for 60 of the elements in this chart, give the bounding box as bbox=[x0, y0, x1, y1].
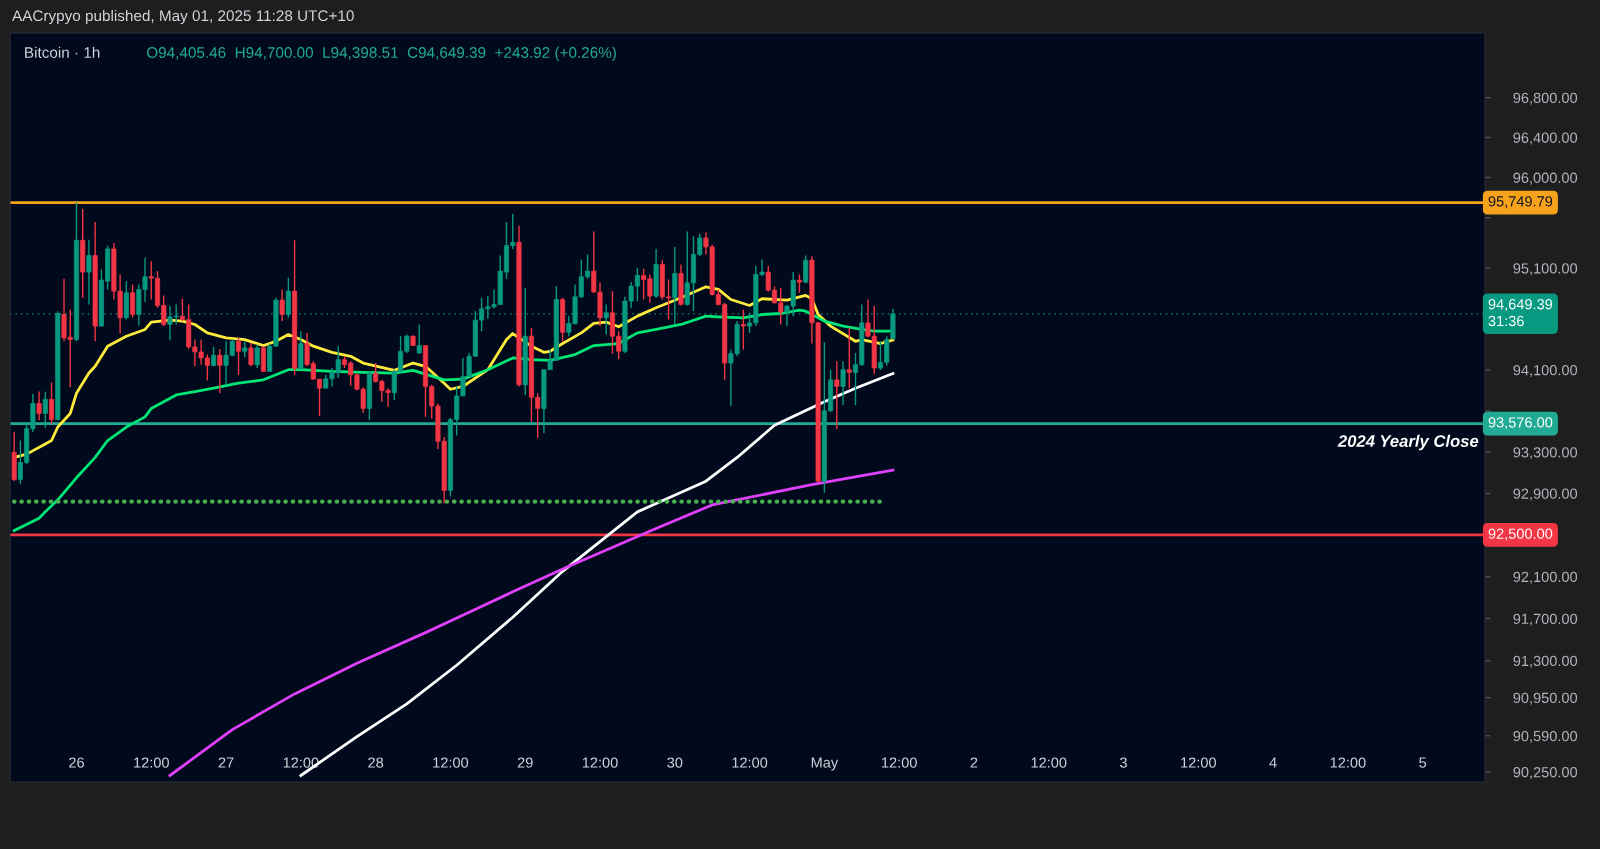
x-tick-label: 12:00 bbox=[134, 757, 169, 768]
candlestick bbox=[260, 345, 266, 373]
y-tick-label: 90,590.00 bbox=[1513, 730, 1578, 743]
candlestick bbox=[740, 308, 746, 351]
y-tick-label: 91,300.00 bbox=[1513, 655, 1578, 668]
candlestick bbox=[248, 342, 254, 368]
ref-line-label: 94,649.39 31:36 bbox=[1488, 299, 1553, 327]
ref-line-label: 93,576.00 bbox=[1488, 417, 1553, 430]
candlestick bbox=[603, 303, 609, 336]
x-tick-label: 26 bbox=[69, 757, 84, 768]
candlestick bbox=[42, 390, 48, 429]
x-tick-label: 12:00 bbox=[732, 757, 768, 768]
candlestick bbox=[49, 381, 55, 425]
y-tick-label: 91,700.00 bbox=[1513, 613, 1578, 626]
y-tick-label: 96,000.00 bbox=[1513, 172, 1578, 185]
y-tick-label: 93,300.00 bbox=[1513, 447, 1578, 460]
candlestick bbox=[834, 360, 840, 430]
x-tick-label: May bbox=[811, 757, 839, 771]
y-tick-label: 96,800.00 bbox=[1513, 92, 1578, 105]
x-tick-label: 29 bbox=[517, 757, 533, 768]
candlestick bbox=[86, 238, 92, 306]
y-tick-label: 90,950.00 bbox=[1513, 692, 1578, 705]
x-tick-label: 12:00 bbox=[283, 757, 319, 768]
text: AACrypyo published, May 01, 2025 11:28 UTC+10 bbox=[12, 9, 354, 25]
ref-line-label: 95,749.79 bbox=[1488, 196, 1553, 209]
candlestick bbox=[846, 327, 852, 389]
ref-line-label: 92,500.00 bbox=[1488, 528, 1553, 541]
candlestick bbox=[235, 337, 242, 376]
candlestick bbox=[36, 390, 42, 421]
x-tick-label: 12:00 bbox=[582, 757, 618, 768]
y-tick-label: 95,100.00 bbox=[1513, 263, 1578, 276]
x-tick-label: 12:00 bbox=[882, 757, 917, 768]
text: Bitcoin · 1h bbox=[25, 46, 100, 58]
y-tick-label: 94,100.00 bbox=[1513, 364, 1578, 378]
y-tick-label: 90,250.00 bbox=[1513, 767, 1578, 780]
candlestick bbox=[796, 273, 802, 294]
y-tick-label: 92,900.00 bbox=[1513, 488, 1578, 501]
candlestick bbox=[130, 283, 136, 319]
y-tick-label: 96,400.00 bbox=[1513, 132, 1578, 145]
x-tick-label: 30 bbox=[667, 757, 683, 768]
candlestick bbox=[416, 323, 422, 355]
y-tick-label: 92,100.00 bbox=[1513, 571, 1578, 584]
x-tick-label: 4 bbox=[1269, 757, 1277, 768]
candlestick bbox=[840, 360, 846, 406]
x-tick-label: 27 bbox=[218, 757, 234, 768]
x-tick-label: 12:00 bbox=[1181, 757, 1216, 768]
x-tick-label: 3 bbox=[1120, 757, 1127, 768]
x-tick-label: 12:00 bbox=[1330, 757, 1366, 768]
candlestick bbox=[279, 288, 285, 322]
x-tick-label: 5 bbox=[1419, 757, 1427, 768]
text: O94,405.46 H94,700.00 L94,398.51 C94,649.39 +243.92 (+0.26%) bbox=[147, 46, 616, 61]
candlestick bbox=[254, 343, 260, 369]
x-tick-label: 12:00 bbox=[1031, 757, 1067, 768]
x-tick-label: 12:00 bbox=[433, 757, 469, 768]
x-tick-label: 28 bbox=[368, 757, 384, 768]
candlestick bbox=[803, 254, 809, 285]
x-tick-label: 2 bbox=[970, 757, 978, 768]
candlestick bbox=[217, 348, 223, 394]
candlestick bbox=[285, 277, 291, 319]
annotation: 2024 Yearly Close bbox=[1337, 434, 1479, 451]
